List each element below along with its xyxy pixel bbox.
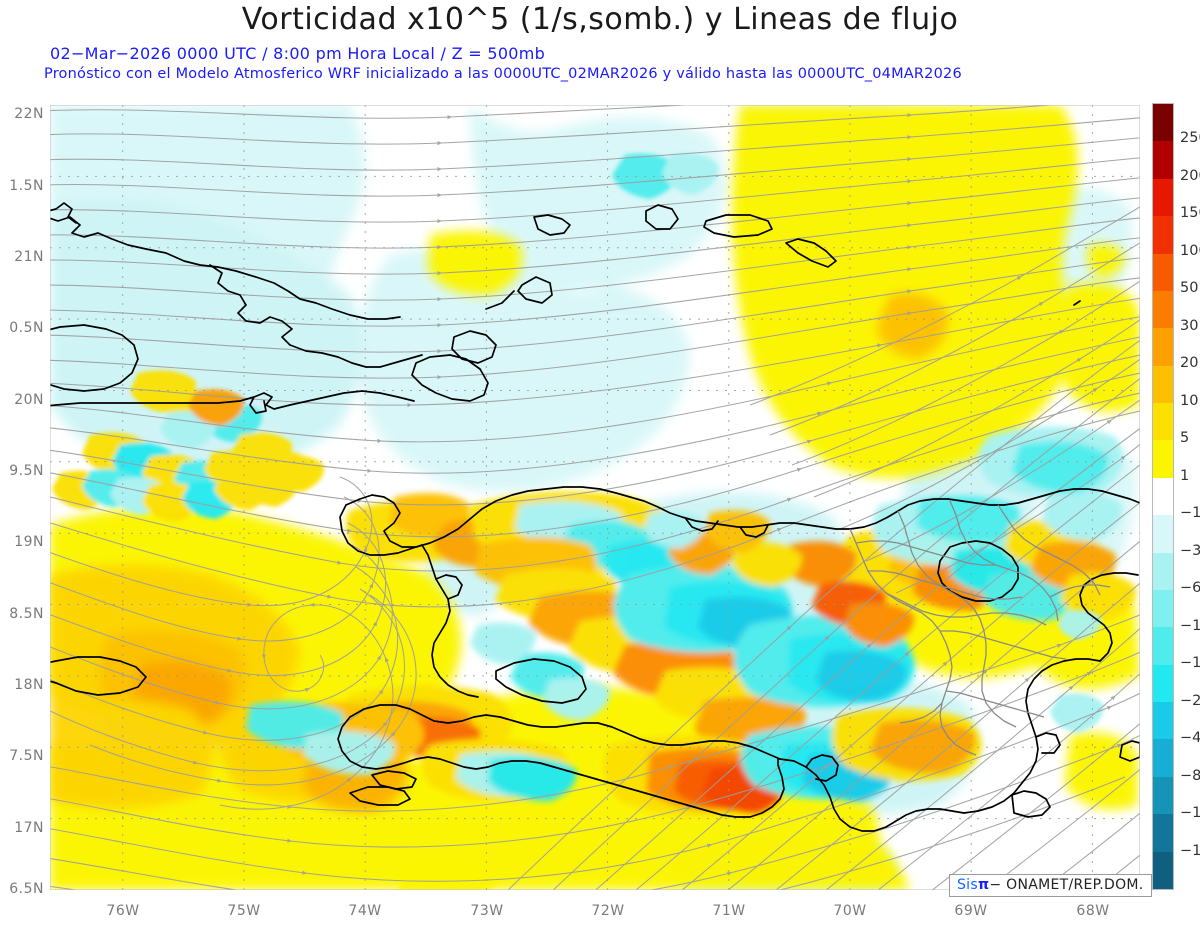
colorbar-tick-label: −80 — [1180, 767, 1200, 784]
ytick-17-5n: 7.5N — [9, 748, 44, 764]
colorbar-tick-label: 50 — [1180, 280, 1199, 297]
ytick-22n: 22N — [14, 106, 44, 122]
xtick-76w: 76W — [106, 903, 140, 919]
colorbar-swatch — [1153, 814, 1173, 852]
colorbar-tick-label: −3 — [1180, 542, 1200, 559]
ytick-18-5n: 8.5N — [9, 606, 44, 622]
colorbar-swatch — [1153, 365, 1173, 403]
colorbar-tick-label: 10 — [1180, 392, 1199, 409]
map-plot-area — [50, 105, 1140, 890]
ytick-20n: 20N — [14, 392, 44, 408]
xtick-72w: 72W — [591, 903, 625, 919]
colorbar-swatch — [1153, 141, 1173, 179]
colorbar-tick-label: −1 — [1180, 505, 1200, 522]
colorbar-tick-label: −6 — [1180, 580, 1200, 597]
colorbar-tick-label: −26 — [1180, 692, 1200, 709]
ytick-19n: 19N — [14, 534, 44, 550]
colorbar-tick-label: 1 — [1180, 467, 1190, 484]
colorbar-swatch — [1153, 290, 1173, 329]
colorbar-tick-label: 150 — [1180, 205, 1200, 222]
colorbar-tick-label: 20 — [1180, 355, 1199, 372]
colorbar-swatch — [1153, 178, 1173, 217]
colorbar-swatch — [1153, 253, 1173, 291]
colorbar-swatch — [1153, 440, 1173, 478]
colorbar-tick-label: −160 — [1180, 842, 1200, 859]
ytick-20-5n: 0.5N — [9, 320, 44, 336]
colorbar-swatch — [1153, 403, 1173, 441]
colorbar-tick-label: −120 — [1180, 805, 1200, 822]
colorbar-swatch — [1153, 477, 1173, 516]
colorbar-swatch — [1153, 702, 1173, 740]
xtick-73w: 73W — [470, 903, 504, 919]
colorbar — [1152, 103, 1174, 890]
colorbar-swatch — [1153, 552, 1173, 590]
colorbar-swatch — [1153, 216, 1173, 254]
xtick-75w: 75W — [227, 903, 261, 919]
pi-icon: π — [977, 877, 990, 893]
xtick-69w: 69W — [954, 903, 988, 919]
ytick-21n: 21N — [14, 249, 44, 265]
colorbar-swatch — [1153, 515, 1173, 553]
forecast-datetime: 02−Mar−2026 0000 UTC / 8:00 pm Hora Loca… — [50, 44, 546, 63]
colorbar-tick-label: −42 — [1180, 730, 1200, 747]
ytick-17n: 17N — [14, 820, 44, 836]
colorbar-tick-label: 30 — [1180, 317, 1199, 334]
colorbar-tick-label: −18 — [1180, 655, 1200, 672]
colorbar-swatch — [1153, 776, 1173, 815]
colorbar-tick-label: −12 — [1180, 617, 1200, 634]
page-title: Vorticidad x10^5 (1/s,somb.) y Lineas de… — [241, 2, 959, 37]
colorbar-swatch — [1153, 739, 1173, 777]
xtick-71w: 71W — [712, 903, 746, 919]
colorbar-swatch — [1153, 589, 1173, 628]
credit-text: − ONAMET/REP.DOM. — [989, 877, 1144, 893]
ytick-18n: 18N — [14, 677, 44, 693]
ytick-21-5n: 1.5N — [9, 178, 44, 194]
xtick-70w: 70W — [833, 903, 867, 919]
colorbar-tick-label: 5 — [1180, 430, 1190, 447]
credit-badge: Sisπ− ONAMET/REP.DOM. — [949, 874, 1152, 897]
xtick-68w: 68W — [1076, 903, 1110, 919]
ytick-16-5n: 6.5N — [9, 881, 44, 897]
colorbar-swatch — [1153, 627, 1173, 665]
ytick-19-5n: 9.5N — [9, 463, 44, 479]
colorbar-swatch — [1153, 328, 1173, 366]
colorbar-swatch — [1153, 104, 1173, 142]
colorbar-swatch — [1153, 851, 1173, 889]
sispi-label: Sis — [957, 877, 978, 893]
xtick-74w: 74W — [348, 903, 382, 919]
colorbar-tick-label: 250 — [1180, 130, 1200, 147]
colorbar-tick-label: 100 — [1180, 242, 1200, 259]
forecast-description: Pronóstico con el Modelo Atmosferico WRF… — [44, 66, 962, 82]
colorbar-tick-label: 200 — [1180, 167, 1200, 184]
colorbar-swatch — [1153, 664, 1173, 702]
